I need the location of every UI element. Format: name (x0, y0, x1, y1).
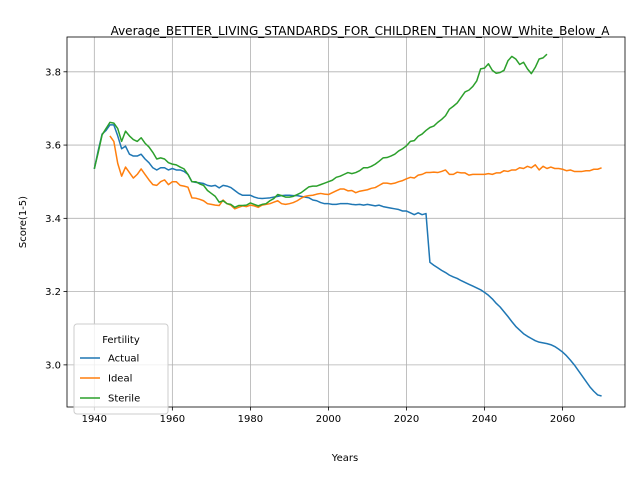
legend-label-sterile: Sterile (108, 394, 140, 405)
legend-label-ideal: Ideal (108, 374, 132, 385)
legend-title: Fertility (102, 335, 140, 346)
y-tick-label: 3.0 (45, 360, 61, 371)
x-tick-label: 2060 (550, 414, 575, 425)
y-tick-label: 3.4 (45, 214, 61, 225)
legend-box (73, 323, 169, 415)
x-tick-label: 1980 (238, 414, 263, 425)
legend-label-actual: Actual (108, 354, 139, 365)
y-axis-label: Score(1-5) (18, 196, 29, 248)
series-line-sterile (93, 53, 548, 209)
legend-entries: Actual Ideal Sterile (80, 354, 140, 405)
y-tick-label: 3.8 (45, 67, 61, 78)
series-line-actual (93, 124, 602, 397)
y-tick-label: 3.2 (45, 287, 61, 298)
x-tick-label: 1960 (160, 414, 185, 425)
x-tick-label: 2000 (316, 414, 341, 425)
plot-frame (66, 36, 626, 408)
x-tick-label: 2040 (472, 414, 497, 425)
series-lines (93, 53, 602, 397)
series-line-ideal (109, 135, 602, 210)
x-axis-label: Years (331, 453, 358, 464)
chart-title: Average_BETTER_LIVING_STANDARDS_FOR_CHIL… (111, 24, 611, 38)
y-tick-label: 3.6 (45, 141, 61, 152)
axis-ticks: 1940 1960 1980 2000 2020 2040 2060 3.0 3.2 3.4 3.6… (45, 67, 575, 425)
x-tick-label: 1940 (82, 414, 107, 425)
x-tick-label: 2020 (394, 414, 419, 425)
legend: Fertility Actual Ideal Sterile (73, 323, 169, 415)
